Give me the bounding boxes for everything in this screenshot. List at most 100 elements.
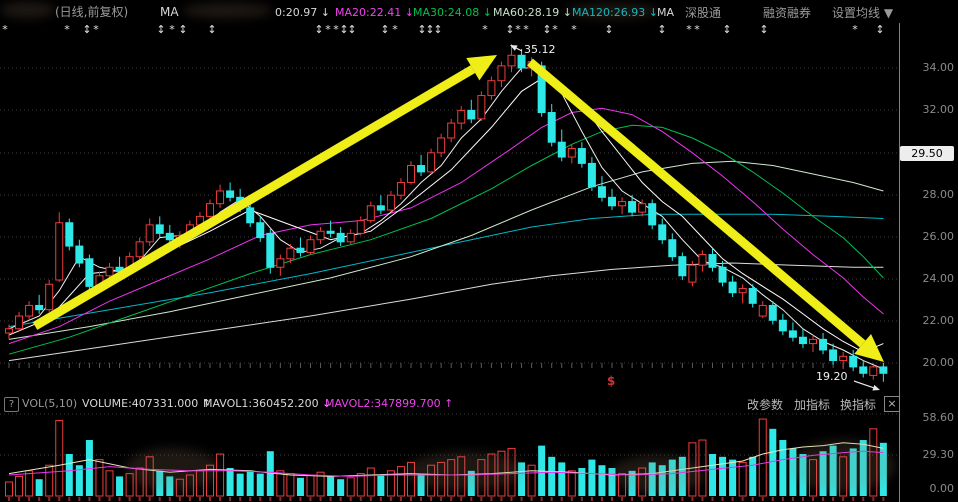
volume-bar bbox=[738, 461, 747, 497]
candle-body bbox=[286, 247, 295, 260]
annotation-arrow-head bbox=[872, 384, 880, 391]
event-marker-icon[interactable]: ↕ bbox=[347, 23, 357, 36]
event-marker-icon[interactable]: ↕ bbox=[875, 23, 885, 36]
dividend-marker-icon[interactable]: $ bbox=[607, 374, 616, 388]
low-price-annotation: 19.20 bbox=[816, 370, 848, 383]
candle-body bbox=[658, 224, 667, 241]
candle-body bbox=[668, 239, 677, 258]
event-marker-icon[interactable]: ↕ bbox=[425, 23, 435, 36]
candle-body bbox=[376, 205, 385, 211]
event-marker-icon[interactable]: ↕ bbox=[156, 23, 166, 36]
event-marker-icon[interactable]: ↕ bbox=[82, 23, 92, 36]
candle-body bbox=[135, 241, 144, 258]
blur-smudge bbox=[125, 448, 220, 490]
event-marker-icon[interactable]: * bbox=[694, 23, 700, 36]
candle-body bbox=[748, 287, 757, 304]
volume-bar bbox=[286, 473, 295, 497]
candle-body bbox=[206, 203, 214, 217]
event-marker-icon[interactable]: * bbox=[482, 23, 488, 36]
event-marker-icon[interactable]: * bbox=[852, 23, 858, 36]
event-marker-icon[interactable]: ↕ bbox=[339, 23, 349, 36]
candle-body bbox=[366, 205, 375, 222]
candle-body bbox=[266, 232, 275, 268]
blur-smudge bbox=[565, 4, 660, 18]
candle-body bbox=[346, 232, 355, 243]
button-换指标[interactable]: 换指标 bbox=[840, 398, 877, 412]
event-marker-icon[interactable]: ↕ bbox=[417, 23, 427, 36]
event-marker-icon[interactable]: * bbox=[93, 23, 99, 36]
volume-legend-item: VOLUME:407331.000 ↑ bbox=[82, 397, 211, 410]
event-marker-icon[interactable]: * bbox=[523, 23, 529, 36]
ma250-line bbox=[8, 262, 884, 362]
event-marker-icon[interactable]: ↕ bbox=[759, 23, 769, 36]
event-marker-icon[interactable]: ↕ bbox=[207, 23, 217, 36]
annotation-arrow bbox=[515, 47, 523, 52]
trend-arrow-head bbox=[854, 333, 884, 362]
period-label[interactable]: (日线,前复权) bbox=[55, 5, 129, 19]
candle-body bbox=[246, 207, 255, 224]
ma-legend-item: MA20:22.41 ↓ bbox=[335, 6, 414, 19]
candle-body bbox=[296, 247, 305, 253]
blur-smudge bbox=[0, 2, 55, 18]
vol-indicator-label[interactable]: VOL(5,10) bbox=[22, 397, 78, 410]
candle-body bbox=[45, 283, 54, 311]
volume-bar bbox=[226, 468, 234, 496]
event-marker-icon[interactable]: ↕ bbox=[380, 23, 390, 36]
event-marker-icon[interactable]: * bbox=[169, 23, 175, 36]
candle-body bbox=[85, 258, 94, 287]
volume-bar bbox=[688, 442, 697, 497]
volume-bar bbox=[166, 476, 174, 496]
volume-bar bbox=[457, 456, 466, 497]
event-marker-icon[interactable]: * bbox=[392, 23, 398, 36]
ma-legend-item: MA60:28.19 ↓ bbox=[493, 6, 572, 19]
candle-body bbox=[688, 264, 697, 283]
event-marker-icon[interactable]: ↕ bbox=[542, 23, 552, 36]
button-加指标[interactable]: 加指标 bbox=[794, 398, 831, 412]
event-marker-icon[interactable]: ↕ bbox=[505, 23, 515, 36]
event-marker-icon[interactable]: ↕ bbox=[722, 23, 732, 36]
blur-smudge bbox=[610, 455, 705, 493]
volume-bar bbox=[427, 464, 436, 497]
event-marker-icon[interactable]: ↕ bbox=[433, 23, 443, 36]
volume-bar bbox=[135, 467, 144, 497]
event-marker-icon[interactable]: * bbox=[64, 23, 70, 36]
annotation-arrow-head bbox=[510, 45, 518, 51]
menu-item-融资融券[interactable]: 融资融券 bbox=[763, 6, 812, 20]
candle-body bbox=[537, 65, 546, 114]
menu-item-设置均线[interactable]: 设置均线 ▼ bbox=[832, 6, 894, 20]
event-marker-icon[interactable]: * bbox=[552, 23, 558, 36]
menu-item-深股通[interactable]: 深股通 bbox=[685, 6, 722, 20]
price-axis-label: 20.00 bbox=[922, 356, 955, 369]
ma20-line bbox=[8, 107, 884, 345]
button-改参数[interactable]: 改参数 bbox=[747, 398, 784, 412]
event-marker-icon[interactable]: * bbox=[571, 23, 577, 36]
event-marker-icon[interactable]: * bbox=[333, 23, 339, 36]
event-marker-icon[interactable]: * bbox=[515, 23, 521, 36]
event-marker-icon[interactable]: ↕ bbox=[178, 23, 188, 36]
event-marker-icon[interactable]: * bbox=[686, 23, 692, 36]
event-marker-icon[interactable]: ↕ bbox=[604, 23, 614, 36]
volume-bar bbox=[799, 454, 807, 496]
event-marker-icon[interactable]: * bbox=[325, 23, 331, 36]
event-marker-icon[interactable]: * bbox=[2, 23, 8, 36]
volume-bar bbox=[266, 451, 274, 496]
current-price-label: 29.50 bbox=[900, 146, 954, 161]
volume-bar bbox=[839, 456, 848, 497]
event-marker-icon[interactable]: ↕ bbox=[314, 23, 324, 36]
volume-bar bbox=[216, 453, 225, 497]
candle-body bbox=[216, 190, 225, 205]
ma-legend-item: MA120:26.93 ↓ bbox=[572, 6, 658, 19]
candle-body bbox=[356, 220, 365, 234]
price-axis-label: 22.00 bbox=[922, 314, 955, 327]
close-icon[interactable]: × bbox=[884, 396, 900, 412]
candle-body bbox=[557, 141, 566, 158]
help-icon[interactable]: ? bbox=[4, 397, 19, 412]
event-marker-icon[interactable]: ↕ bbox=[657, 23, 667, 36]
candle-body bbox=[155, 224, 164, 234]
volume-bar bbox=[236, 473, 244, 496]
blur-smudge bbox=[182, 3, 272, 18]
volume-bar bbox=[145, 456, 154, 497]
candle-body bbox=[316, 230, 325, 241]
volume-bar bbox=[386, 470, 395, 497]
